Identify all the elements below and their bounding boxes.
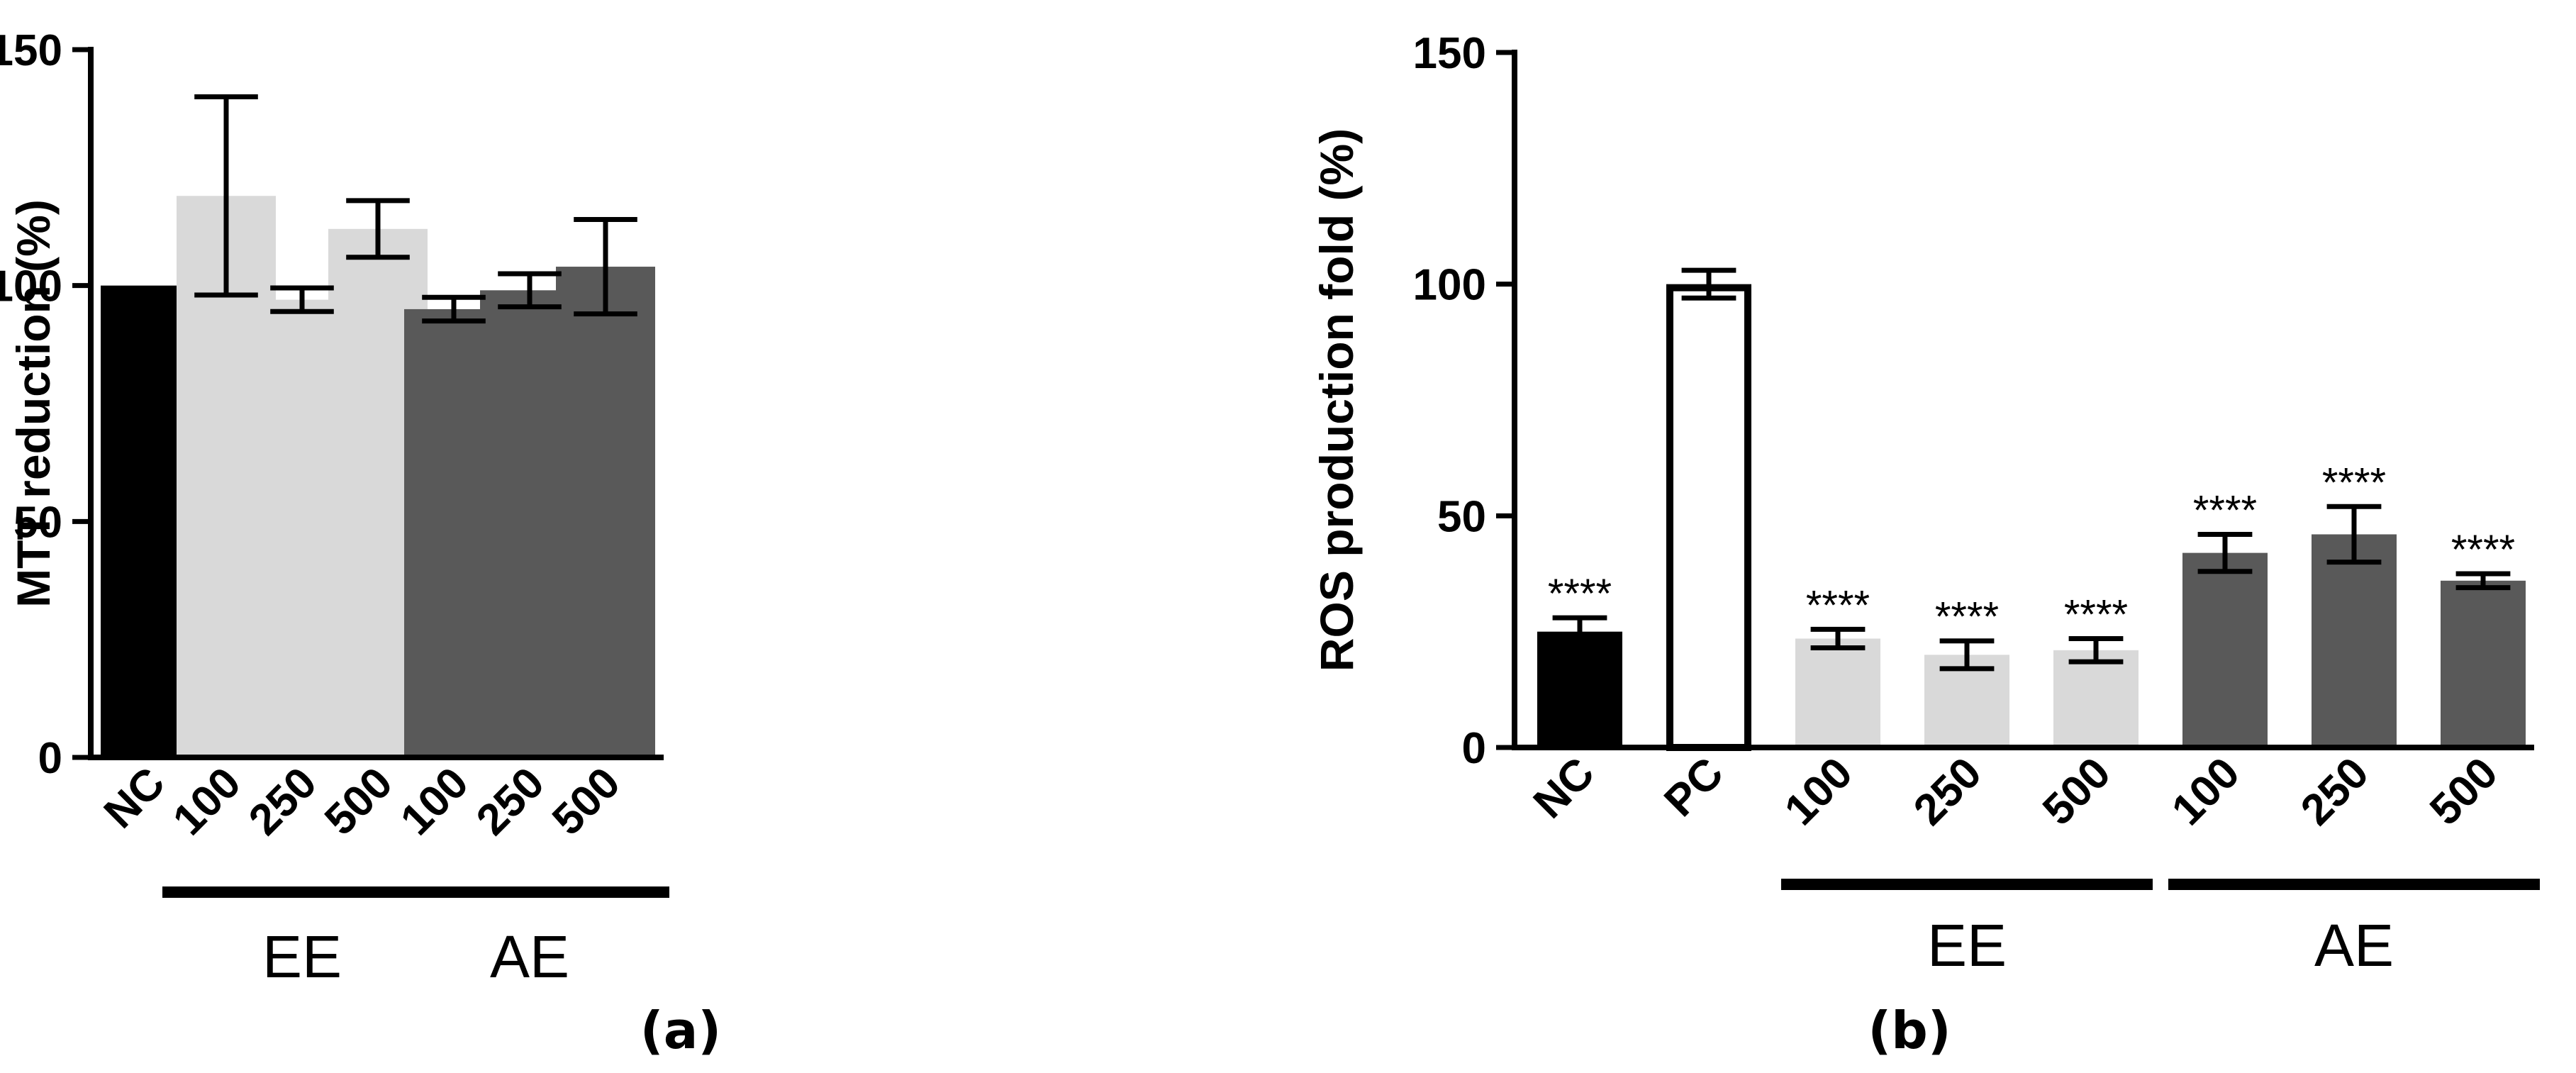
y-tick-label: 100 <box>0 262 62 311</box>
x-tick-label: NC <box>1524 748 1604 828</box>
y-tick-label: 0 <box>38 734 62 783</box>
x-tick-label: 250 <box>240 758 326 845</box>
bar <box>1795 638 1880 747</box>
bar <box>1537 631 1622 747</box>
x-tick-label: 250 <box>2292 748 2378 835</box>
significance-label: **** <box>1806 582 1870 628</box>
x-tick-label: 500 <box>2421 748 2507 835</box>
group-label: AE <box>2314 912 2394 979</box>
bar <box>556 267 655 757</box>
group-label: AE <box>490 923 569 990</box>
group-label: EE <box>262 923 342 990</box>
significance-label: **** <box>2451 527 2515 573</box>
y-tick-label: 150 <box>0 26 62 75</box>
y-tick-label: 0 <box>1462 724 1486 773</box>
x-tick-label: 500 <box>2034 748 2120 835</box>
x-tick-label: 250 <box>467 758 554 845</box>
significance-label: **** <box>2064 591 2128 638</box>
significance-label: **** <box>1548 571 1612 617</box>
bar <box>2312 534 2397 747</box>
x-tick-label: 100 <box>164 758 250 845</box>
y-tick-label: 50 <box>1437 492 1486 541</box>
panel-label: (a) <box>640 1001 721 1060</box>
panel-b-ros-chart: 0 50 100 150 ROS production fold (%) **** ****… <box>1310 29 2540 1060</box>
x-tick-label: PC <box>1655 748 1733 826</box>
bar <box>2182 552 2268 747</box>
bar <box>1666 284 1751 751</box>
x-tick-label: 100 <box>2163 748 2249 835</box>
bar <box>2441 580 2526 747</box>
x-tick-label: 100 <box>1775 748 1862 835</box>
significance-label: **** <box>2193 487 2257 533</box>
x-tick-label: 100 <box>391 758 478 845</box>
x-tick-label: 500 <box>543 758 630 845</box>
y-tick-label: 50 <box>13 498 62 547</box>
y-tick-label: 100 <box>1413 261 1486 310</box>
significance-label: **** <box>2322 460 2386 506</box>
y-axis-label: MTT reduction (%) <box>7 199 60 608</box>
panel-label: (b) <box>1868 1001 1951 1060</box>
x-tick-label: NC <box>95 758 174 838</box>
y-tick-label: 150 <box>1413 29 1486 78</box>
x-tick-label: 500 <box>316 758 402 845</box>
significance-label: **** <box>1935 594 1999 640</box>
bar <box>2053 650 2139 747</box>
y-axis-label: ROS production fold (%) <box>1310 128 1363 672</box>
group-label: EE <box>1927 912 2007 979</box>
x-tick-label: 250 <box>1905 748 1991 835</box>
